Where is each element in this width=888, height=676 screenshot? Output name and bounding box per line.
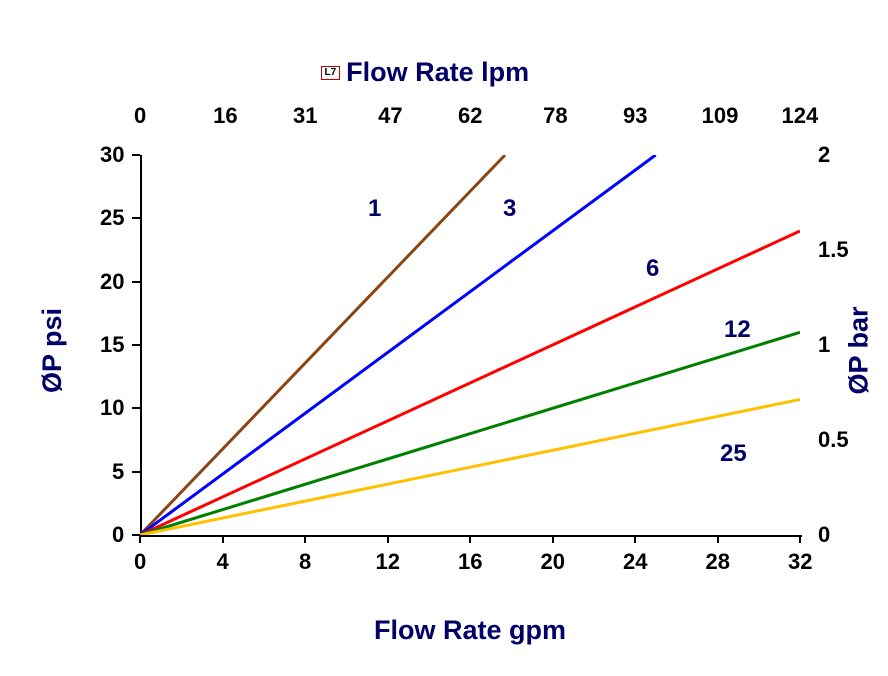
axis-title-right: ØP bar xyxy=(844,306,875,394)
y-right-label: 2 xyxy=(818,142,830,168)
x-top-label: 0 xyxy=(134,103,146,129)
series-line-6 xyxy=(140,231,800,535)
y-left-tick xyxy=(132,471,140,473)
series-label-12: 12 xyxy=(724,316,751,344)
y-left-label: 15 xyxy=(100,332,124,358)
y-left-label: 5 xyxy=(112,459,124,485)
l7-badge: L7 xyxy=(321,66,341,80)
axis-title-bottom: Flow Rate gpm xyxy=(374,615,566,646)
y-left-label: 20 xyxy=(100,269,124,295)
y-right-label: 0 xyxy=(818,522,830,548)
x-bottom-label: 0 xyxy=(134,549,146,575)
x-bottom-label: 16 xyxy=(458,549,482,575)
x-bottom-label: 8 xyxy=(299,549,311,575)
y-right-label: 1.5 xyxy=(818,237,849,263)
x-top-label: 62 xyxy=(458,103,482,129)
y-left-label: 10 xyxy=(100,395,124,421)
axis-title-top-text: Flow Rate lpm xyxy=(346,57,529,87)
series-label-1: 1 xyxy=(368,195,381,223)
series-label-3: 3 xyxy=(503,195,516,223)
series-label-25: 25 xyxy=(720,440,747,468)
x-bottom-tick xyxy=(799,535,801,543)
x-bottom-label: 24 xyxy=(623,549,647,575)
y-left-tick xyxy=(132,407,140,409)
y-left-tick xyxy=(132,154,140,156)
x-bottom-tick xyxy=(552,535,554,543)
x-bottom-tick xyxy=(717,535,719,543)
series-line-3 xyxy=(140,155,656,535)
y-right-label: 1 xyxy=(818,332,830,358)
y-left-label: 0 xyxy=(112,522,124,548)
x-bottom-tick xyxy=(222,535,224,543)
x-top-label: 109 xyxy=(702,103,739,129)
series-label-6: 6 xyxy=(646,255,659,283)
y-right-label: 0.5 xyxy=(818,427,849,453)
series-line-25 xyxy=(140,399,800,535)
axis-title-top: L7 Flow Rate lpm xyxy=(321,57,530,88)
x-top-label: 16 xyxy=(213,103,237,129)
y-left-tick xyxy=(132,344,140,346)
x-bottom-tick xyxy=(304,535,306,543)
y-left-tick xyxy=(132,281,140,283)
y-left-tick xyxy=(132,217,140,219)
x-bottom-label: 20 xyxy=(541,549,565,575)
x-bottom-tick xyxy=(634,535,636,543)
x-bottom-tick xyxy=(387,535,389,543)
x-bottom-label: 28 xyxy=(706,549,730,575)
x-top-label: 78 xyxy=(543,103,567,129)
x-top-label: 47 xyxy=(378,103,402,129)
x-top-label: 93 xyxy=(623,103,647,129)
chart-lines xyxy=(140,155,800,535)
y-left-tick xyxy=(132,534,140,536)
x-top-label: 124 xyxy=(782,103,819,129)
x-bottom-label: 4 xyxy=(217,549,229,575)
y-left-label: 25 xyxy=(100,205,124,231)
axis-title-left: ØP psi xyxy=(37,307,68,392)
x-bottom-tick xyxy=(469,535,471,543)
x-top-label: 31 xyxy=(293,103,317,129)
x-bottom-label: 32 xyxy=(788,549,812,575)
y-left-label: 30 xyxy=(100,142,124,168)
x-bottom-label: 12 xyxy=(376,549,400,575)
x-bottom-tick xyxy=(139,535,141,543)
